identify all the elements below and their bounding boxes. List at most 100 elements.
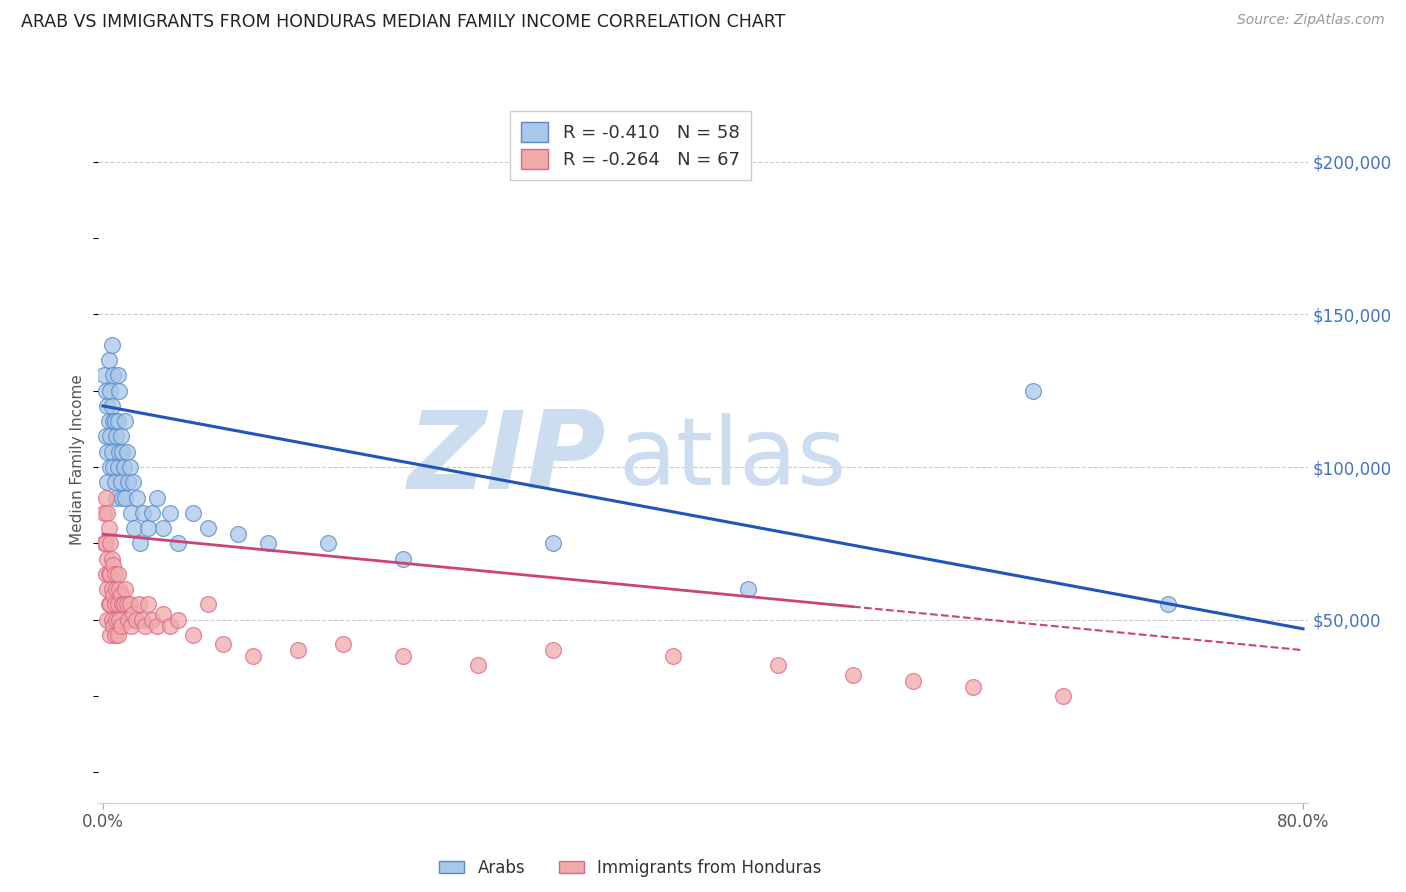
Point: [737, 582, 759, 596]
Point: [110, 619, 132, 633]
Point: [1052, 689, 1074, 703]
Point: [107, 628, 129, 642]
Point: [197, 598, 219, 612]
Point: [108, 384, 131, 398]
Point: [962, 680, 984, 694]
Text: Source: ZipAtlas.com: Source: ZipAtlas.com: [1237, 13, 1385, 28]
Point: [94, 536, 117, 550]
Point: [101, 551, 124, 566]
Point: [111, 598, 134, 612]
Point: [97, 414, 120, 428]
Point: [101, 444, 124, 458]
Point: [105, 491, 128, 505]
Point: [141, 506, 163, 520]
Point: [101, 582, 124, 596]
Text: atlas: atlas: [619, 413, 846, 506]
Point: [111, 444, 134, 458]
Point: [128, 598, 150, 612]
Point: [103, 558, 125, 572]
Point: [115, 444, 138, 458]
Point: [110, 429, 132, 443]
Point: [105, 429, 128, 443]
Point: [226, 527, 249, 541]
Point: [842, 667, 865, 681]
Point: [120, 619, 142, 633]
Point: [136, 598, 159, 612]
Point: [101, 338, 124, 352]
Point: [129, 536, 152, 550]
Point: [104, 628, 127, 642]
Point: [93, 368, 115, 383]
Point: [103, 619, 125, 633]
Point: [96, 582, 118, 596]
Point: [131, 613, 153, 627]
Point: [136, 521, 159, 535]
Point: [107, 414, 129, 428]
Text: ZIP: ZIP: [408, 407, 606, 512]
Point: [118, 598, 141, 612]
Point: [212, 637, 235, 651]
Text: ARAB VS IMMIGRANTS FROM HONDURAS MEDIAN FAMILY INCOME CORRELATION CHART: ARAB VS IMMIGRANTS FROM HONDURAS MEDIAN …: [21, 13, 786, 31]
Point: [152, 607, 174, 621]
Point: [901, 673, 924, 688]
Point: [125, 613, 148, 627]
Point: [97, 566, 120, 581]
Point: [96, 444, 118, 458]
Point: [110, 475, 132, 490]
Point: [93, 536, 115, 550]
Point: [96, 399, 118, 413]
Point: [104, 475, 127, 490]
Point: [93, 506, 115, 520]
Point: [103, 414, 125, 428]
Point: [97, 353, 120, 368]
Point: [115, 598, 138, 612]
Point: [766, 658, 789, 673]
Point: [167, 536, 190, 550]
Point: [134, 619, 156, 633]
Point: [141, 613, 163, 627]
Point: [107, 566, 129, 581]
Point: [287, 643, 309, 657]
Point: [146, 619, 169, 633]
Point: [117, 475, 139, 490]
Point: [97, 598, 120, 612]
Point: [167, 613, 190, 627]
Point: [108, 444, 131, 458]
Point: [242, 649, 264, 664]
Point: [103, 368, 125, 383]
Point: [122, 607, 145, 621]
Point: [392, 551, 415, 566]
Point: [100, 429, 122, 443]
Point: [100, 384, 122, 398]
Point: [146, 491, 169, 505]
Point: [96, 613, 118, 627]
Point: [392, 649, 415, 664]
Point: [159, 506, 181, 520]
Point: [103, 460, 125, 475]
Point: [94, 566, 117, 581]
Point: [108, 582, 131, 596]
Point: [96, 475, 118, 490]
Point: [120, 506, 142, 520]
Point: [114, 414, 136, 428]
Point: [107, 368, 129, 383]
Point: [111, 491, 134, 505]
Point: [117, 613, 139, 627]
Point: [114, 582, 136, 596]
Point: [96, 506, 118, 520]
Point: [94, 491, 117, 505]
Point: [105, 613, 128, 627]
Point: [100, 566, 122, 581]
Point: [127, 491, 149, 505]
Point: [103, 588, 125, 602]
Point: [181, 506, 204, 520]
Point: [94, 429, 117, 443]
Point: [104, 566, 127, 581]
Point: [100, 628, 122, 642]
Point: [96, 551, 118, 566]
Point: [122, 475, 145, 490]
Point: [100, 460, 122, 475]
Point: [257, 536, 280, 550]
Point: [104, 414, 127, 428]
Legend: Arabs, Immigrants from Honduras: Arabs, Immigrants from Honduras: [433, 853, 828, 884]
